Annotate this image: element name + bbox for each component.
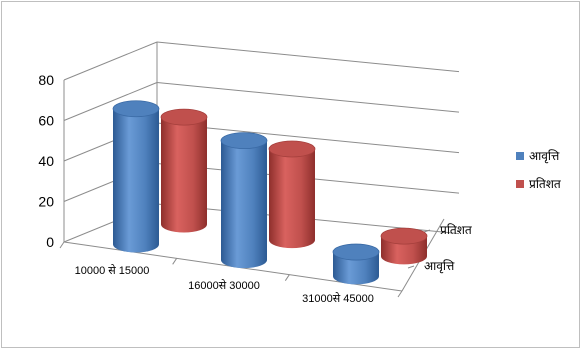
bar-1-2 bbox=[380, 227, 428, 265]
depth-tick-0 bbox=[407, 265, 415, 269]
bar-top-0-2 bbox=[332, 243, 380, 261]
bar-top-0-1 bbox=[220, 132, 268, 150]
bar-body-1-1 bbox=[269, 148, 315, 249]
y-tick-label-3: 60 bbox=[38, 113, 54, 129]
chart-labels: 0 20 40 60 80 10000 से 15000 16000से 30000 3100… bbox=[38, 72, 473, 305]
x-tick-label-0: 10000 से 15000 bbox=[75, 264, 150, 277]
legend-swatch-0 bbox=[516, 152, 524, 160]
x-tick-0 bbox=[59, 241, 65, 249]
y-tick-label-2: 40 bbox=[38, 153, 54, 169]
bar-top-1-1 bbox=[268, 140, 316, 158]
x-tick-label-2: 31000से 45000 bbox=[302, 292, 374, 305]
legend-label-1: प्रतिशत bbox=[529, 177, 562, 191]
chart-grid bbox=[63, 41, 460, 243]
x-tick-2 bbox=[284, 274, 290, 281]
bar-body-0-0 bbox=[113, 108, 159, 253]
depth-label-0: आवृत्ति bbox=[424, 259, 455, 274]
y-tick-label-1: 20 bbox=[38, 194, 54, 210]
x-tick-3 bbox=[397, 290, 403, 298]
y-tick-label-0: 0 bbox=[46, 234, 54, 250]
depth-tick-1 bbox=[423, 229, 431, 233]
gridline-back-3 bbox=[156, 82, 460, 113]
x-tick-label-1: 16000से 30000 bbox=[188, 279, 260, 292]
bar-0-0 bbox=[112, 100, 160, 253]
gridline-back-2 bbox=[156, 122, 460, 154]
bar-top-0-0 bbox=[112, 100, 160, 118]
y-tick-label-4: 80 bbox=[38, 72, 54, 88]
legend-swatch-1 bbox=[516, 180, 524, 188]
gridline-side-4 bbox=[63, 41, 158, 81]
chart-bars bbox=[112, 100, 428, 285]
bar-body-0-1 bbox=[221, 140, 267, 269]
bar-body-1-0 bbox=[161, 117, 207, 233]
bar-top-1-0 bbox=[160, 108, 208, 126]
gridline-back-4 bbox=[156, 41, 460, 73]
gridline-side-3 bbox=[63, 82, 158, 121]
bar-1-1 bbox=[268, 140, 316, 249]
x-tick-1 bbox=[172, 258, 178, 265]
bar-top-1-2 bbox=[380, 227, 428, 245]
bar-0-2 bbox=[332, 243, 380, 285]
legend-label-0: आवृत्ति bbox=[529, 149, 560, 164]
bar-1-0 bbox=[160, 108, 208, 233]
bar-body-0-2 bbox=[333, 252, 379, 285]
depth-label-1: प्रतिशत bbox=[440, 223, 473, 237]
chart-legend: आवृत्ति प्रतिशत bbox=[516, 149, 562, 191]
bar-0-1 bbox=[220, 132, 268, 269]
